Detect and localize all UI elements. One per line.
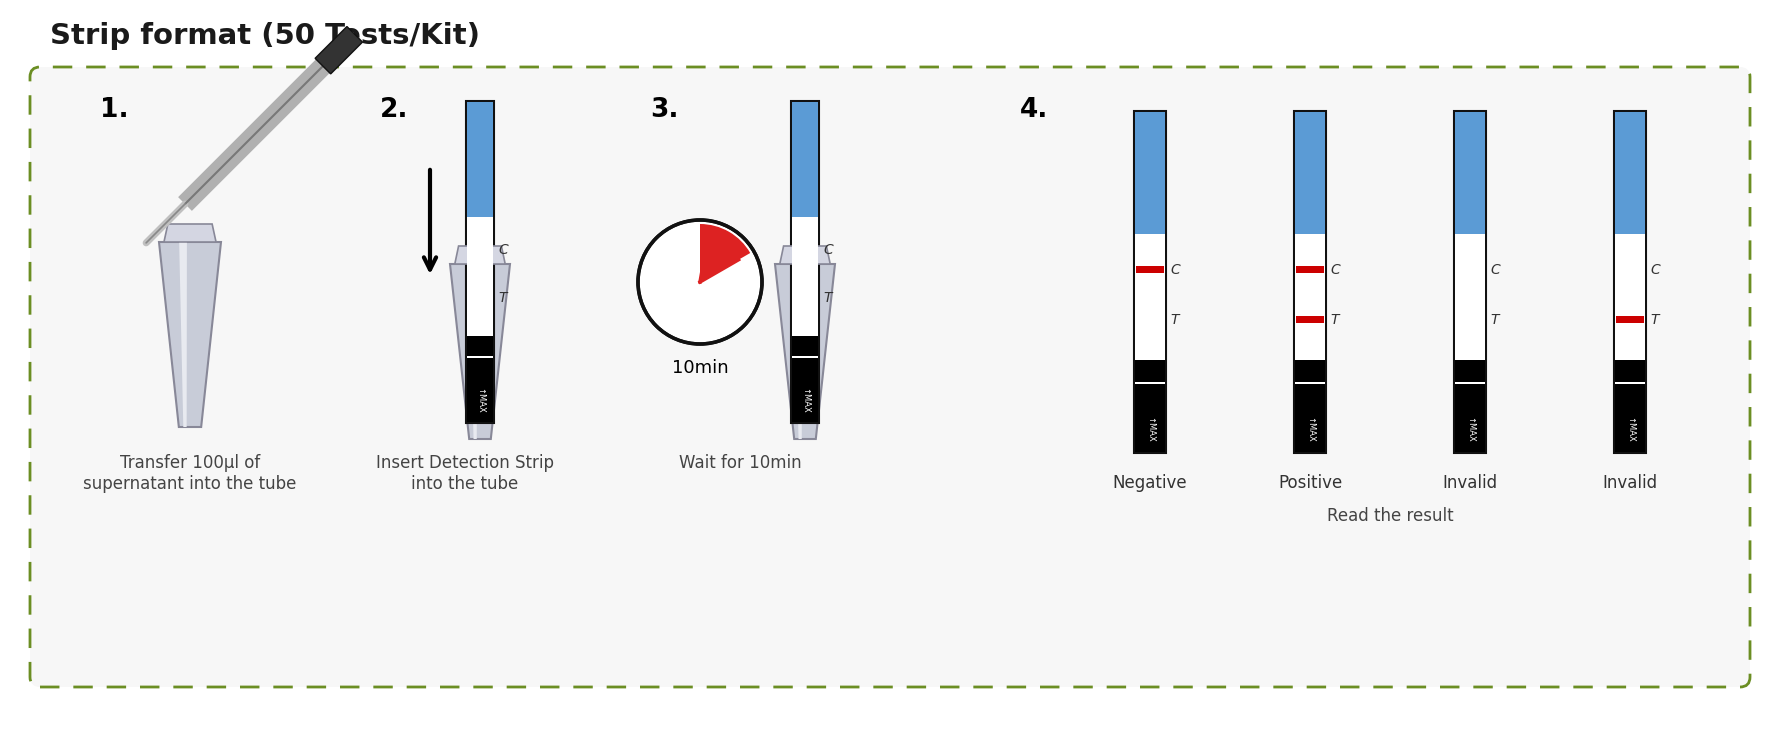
Bar [792,381,818,422]
Text: ↑MAX: ↑MAX [1626,417,1635,443]
Bar [1135,360,1165,408]
Text: Invalid: Invalid [1603,474,1658,492]
Bar [1295,381,1325,384]
Text: Positive: Positive [1277,474,1341,492]
Bar [1295,408,1325,452]
Bar [1135,234,1165,360]
Polygon shape [795,264,802,439]
Bar [1453,111,1485,453]
Text: C: C [498,243,507,258]
Text: ↑MAX: ↑MAX [475,388,484,414]
Bar [792,102,818,217]
Polygon shape [470,264,477,439]
Text: C: C [824,243,833,258]
Bar [1295,360,1325,408]
Text: 3.: 3. [649,97,678,123]
Bar [468,356,493,358]
Text: ↑MAX: ↑MAX [1466,417,1475,443]
Text: T: T [824,291,831,305]
Text: Transfer 100μl of
supernatant into the tube: Transfer 100μl of supernatant into the t… [84,454,297,493]
Polygon shape [164,224,215,242]
Text: T: T [1331,313,1338,327]
Text: Invalid: Invalid [1443,474,1498,492]
Bar [1293,111,1325,453]
FancyBboxPatch shape [30,67,1751,687]
Bar [1295,234,1325,360]
Polygon shape [776,264,834,439]
Text: C: C [1491,263,1500,277]
Bar [1295,316,1324,324]
Bar [792,356,818,358]
Bar [1295,112,1325,234]
Bar [1135,408,1165,452]
Polygon shape [158,242,221,427]
Bar [468,335,493,381]
Bar [1135,381,1165,384]
Text: C: C [1171,263,1179,277]
Bar [1455,112,1485,234]
Text: Read the result: Read the result [1327,507,1453,525]
Text: C: C [1331,263,1340,277]
Text: ↑MAX: ↑MAX [801,388,809,414]
Bar [1455,360,1485,408]
Bar [1133,111,1165,453]
Bar [468,102,493,217]
Bar [468,217,493,335]
Bar [1615,408,1646,452]
Bar [1295,266,1324,273]
Text: 4.: 4. [1019,97,1048,123]
Polygon shape [779,246,831,264]
Bar [1135,112,1165,234]
Bar [1137,266,1163,273]
Bar [792,217,818,335]
Bar [1615,112,1646,234]
Bar [792,335,818,381]
Text: Insert Detection Strip
into the tube: Insert Detection Strip into the tube [375,454,553,493]
Polygon shape [450,264,511,439]
Text: C: C [1649,263,1660,277]
Bar [792,101,818,423]
Wedge shape [699,224,751,282]
Polygon shape [455,246,505,264]
Polygon shape [180,242,187,427]
Bar [1615,360,1646,408]
Bar [1455,234,1485,360]
Text: T: T [1649,313,1658,327]
Text: T: T [498,291,507,305]
Bar [466,101,495,423]
Bar [1614,111,1646,453]
Bar [1615,316,1644,324]
Text: Wait for 10min: Wait for 10min [678,454,801,472]
Text: ↑MAX: ↑MAX [1146,417,1155,443]
Bar [1615,381,1646,384]
Bar [1615,234,1646,360]
Text: Strip format (50 Tests/Kit): Strip format (50 Tests/Kit) [50,22,480,50]
Bar [1455,408,1485,452]
Text: Negative: Negative [1112,474,1187,492]
Text: 10min: 10min [672,359,728,377]
Text: 2.: 2. [381,97,409,123]
Bar [468,381,493,422]
Text: T: T [1171,313,1178,327]
Circle shape [639,220,761,344]
Text: 1.: 1. [100,97,128,123]
Text: ↑MAX: ↑MAX [1306,417,1315,443]
Bar [1455,381,1485,384]
Text: T: T [1491,313,1498,327]
Polygon shape [315,26,363,74]
